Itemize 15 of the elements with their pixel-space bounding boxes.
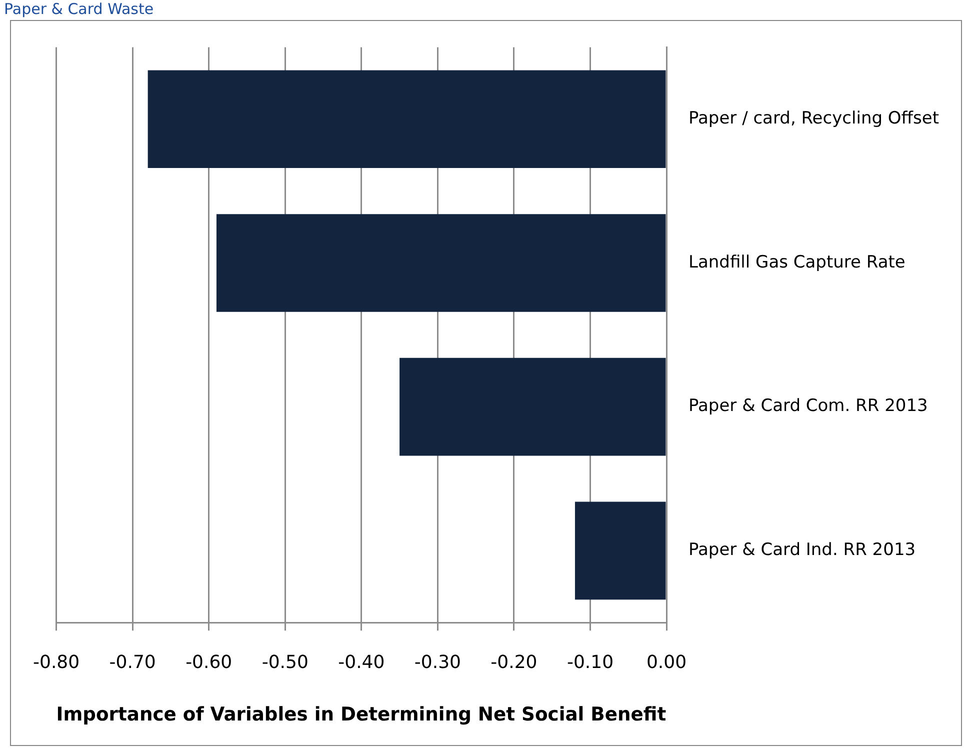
- x-tick-label: -0.40: [338, 652, 385, 674]
- y-tick-label: Landfill Gas Capture Rate: [688, 252, 906, 272]
- chart-title: Paper & Card Waste: [4, 0, 154, 18]
- x-tick-label: 0.00: [646, 652, 687, 674]
- y-tick-label: Paper & Card Com. RR 2013: [688, 396, 928, 416]
- x-tick-label: -0.10: [566, 652, 614, 674]
- x-tick-label: -0.30: [414, 652, 461, 674]
- x-tick-label: -0.70: [109, 652, 156, 674]
- x-tick-label: -0.50: [262, 652, 308, 674]
- y-tick-label: Paper & Card Ind. RR 2013: [688, 540, 916, 560]
- x-axis-title: Importance of Variables in Determining Net Social Benefit: [56, 704, 666, 726]
- x-tick-label: -0.80: [33, 652, 80, 674]
- y-tick-label: Paper / card, Recycling Offset: [688, 108, 940, 129]
- x-tick-label: -0.60: [186, 652, 232, 674]
- x-tick-label: -0.20: [490, 652, 538, 674]
